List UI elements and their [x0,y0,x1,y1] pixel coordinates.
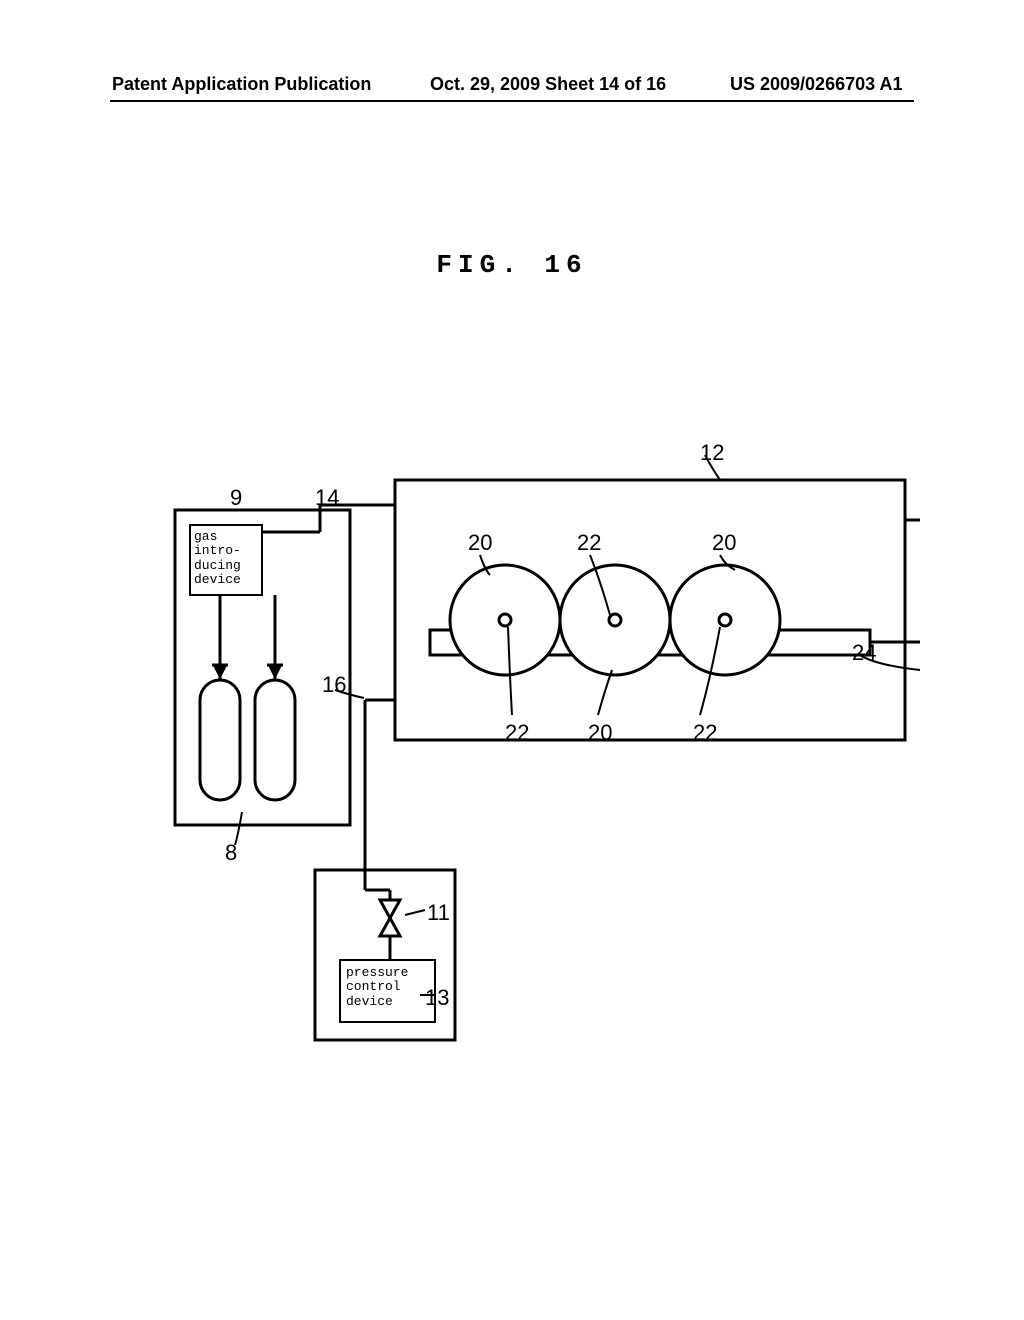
valve-icon [380,890,400,960]
figure-title: FIG. 16 [0,250,1024,280]
cylinder-1 [200,660,240,800]
header-right: US 2009/0266703 A1 [730,74,902,95]
pressure-device-text: pressure control device [346,966,432,1009]
target-circle-3 [670,565,780,675]
cylinder-2 [255,660,295,800]
header-center: Oct. 29, 2009 Sheet 14 of 16 [430,74,666,95]
header-left: Patent Application Publication [112,74,371,95]
diagram-svg [120,420,920,1070]
target-circle-1 [450,565,560,675]
gas-device-text: gas intro- ducing device [194,530,260,587]
page: Patent Application Publication Oct. 29, … [0,0,1024,1320]
header-rule [110,100,914,102]
target-circle-2 [560,565,670,675]
